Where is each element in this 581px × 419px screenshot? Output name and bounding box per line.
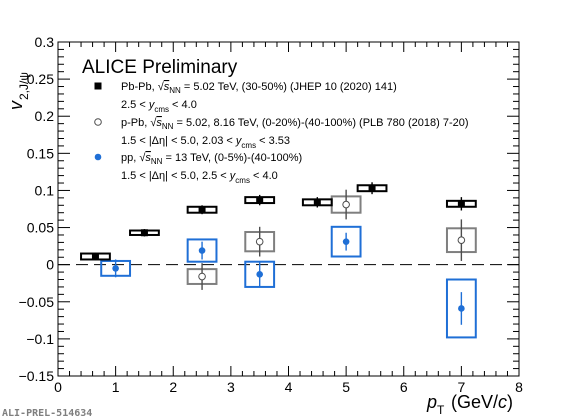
data-point	[457, 200, 465, 208]
data-point	[368, 184, 376, 192]
preliminary-id: ALI-PREL-514634	[2, 408, 92, 419]
y-axis-title-main: v	[6, 100, 26, 110]
x-axis-title-sub: T	[437, 403, 445, 417]
data-marks	[80, 182, 477, 339]
chart-title: ALICE Preliminary	[82, 57, 238, 78]
y-axis-title-sub: 2,J/ψ	[17, 72, 31, 100]
x-tick-label: 2	[169, 379, 177, 395]
x-axis-title-unit: (GeV/c)	[451, 392, 513, 412]
data-point	[198, 272, 206, 281]
x-tick-label: 3	[227, 379, 235, 395]
y-tick-label: 0.05	[27, 220, 54, 236]
legend-label: Pb-Pb, √sNN = 5.02 TeV, (30-50%) (JHEP 1…	[121, 81, 397, 95]
legend-label: p-Pb, √sNN = 5.02, 8.16 TeV, (0-20%)-(40…	[121, 117, 469, 131]
data-point	[458, 305, 465, 312]
x-tick-label: 6	[400, 379, 408, 395]
x-tick-label: 7	[457, 379, 465, 395]
y-tick-label: 0.2	[35, 108, 55, 124]
syst-box	[186, 238, 218, 263]
series-pbpb	[80, 182, 477, 261]
legend-sublabel: 1.5 < |Δη| < 5.0, 2.5 < ycms < 4.0	[121, 170, 278, 185]
syst-box	[445, 278, 477, 339]
legend-marker	[94, 153, 102, 161]
data-point	[313, 198, 321, 206]
legend-marker	[94, 82, 102, 90]
y-tick-label: −0.05	[19, 294, 55, 310]
y-tick-label: −0.15	[19, 368, 55, 384]
x-tick-label: 1	[112, 379, 120, 395]
legend-sublabel: 1.5 < |Δη| < 5.0, 2.03 < ycms < 3.53	[121, 135, 290, 150]
data-point	[91, 253, 99, 261]
y-tick-label: 0.1	[35, 182, 55, 198]
data-point	[256, 196, 264, 204]
y-tick-label: 0.3	[35, 34, 55, 50]
data-point	[198, 206, 206, 214]
data-point	[112, 265, 119, 272]
legend-label: pp, √sNN = 13 TeV, (0-5%)-(40-100%)	[121, 152, 302, 166]
legend-sublabel: 2.5 < ycms < 4.0	[121, 99, 197, 114]
x-tick-label: 0	[54, 379, 62, 395]
data-point	[256, 271, 263, 278]
legend: Pb-Pb, √sNN = 5.02 TeV, (30-50%) (JHEP 1…	[94, 81, 469, 185]
data-point	[457, 236, 466, 244]
syst-box	[244, 260, 276, 288]
y-tick-label: 0	[46, 257, 54, 273]
x-tick-label: 4	[285, 379, 293, 395]
axis-ticks	[57, 41, 520, 377]
data-point	[255, 237, 264, 246]
data-point	[342, 238, 350, 245]
x-tick-label: 5	[342, 379, 350, 395]
series-pp	[100, 225, 477, 339]
data-point	[198, 247, 206, 254]
y-axis-title: v 2,J/ψ	[6, 72, 31, 110]
y-tick-label: −0.1	[26, 331, 54, 347]
y-tick-label: 0.25	[27, 71, 54, 87]
legend-marker	[94, 118, 102, 126]
axis-tick-labels: 0 1 2 3 4 5 6 7 8 −0.15 −0.1 −0.05 0 0.05 0.1 0.15 0.2 0.…	[19, 34, 524, 395]
y-tick-label: 0.15	[27, 145, 54, 161]
x-axis-title-p: p	[426, 392, 437, 412]
data-point	[140, 229, 148, 237]
x-axis-title: p T (GeV/c)	[426, 392, 513, 417]
syst-box	[330, 225, 362, 258]
x-tick-label: 8	[515, 379, 523, 395]
data-point	[342, 200, 350, 209]
